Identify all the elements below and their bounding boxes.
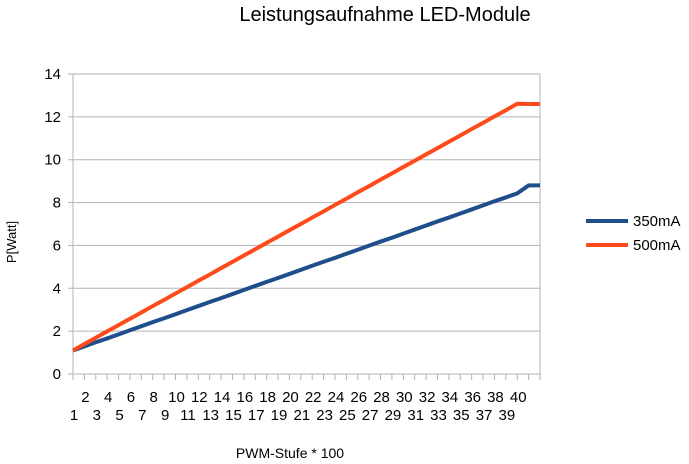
x-axis-label: PWM-Stufe * 100 <box>235 445 345 461</box>
x-tick-label: 32 <box>419 389 436 406</box>
x-tick-label: 2 <box>81 389 89 406</box>
x-tick-label: 20 <box>282 389 299 406</box>
gridlines <box>72 73 541 375</box>
legend-label-500mA: 500mA <box>633 237 681 254</box>
x-tick-label: 23 <box>316 407 333 424</box>
chart-title: Leistungsaufnahme LED-Module <box>239 4 531 26</box>
y-tick-label: 0 <box>53 366 61 383</box>
x-tick-label: 31 <box>407 407 424 424</box>
x-tick-label: 25 <box>339 407 356 424</box>
series-line-350mA <box>72 183 540 353</box>
x-tick-label: 40 <box>510 389 527 406</box>
y-tick-label: 10 <box>44 152 61 169</box>
series-line-500mA <box>72 101 540 353</box>
x-tick-label: 39 <box>498 407 515 424</box>
x-tick-label: 28 <box>373 389 390 406</box>
x-tick-label: 4 <box>104 389 112 406</box>
x-tick-label: 8 <box>150 389 158 406</box>
x-tick-label: 17 <box>248 407 265 424</box>
x-tick-label: 11 <box>180 407 196 424</box>
x-tick-label: 24 <box>328 389 345 406</box>
x-tick-label: 29 <box>385 407 402 424</box>
x-tick-label: 13 <box>202 407 219 424</box>
x-tick-label: 22 <box>305 389 322 406</box>
legend-label-350mA: 350mA <box>633 213 681 230</box>
y-tick-label: 4 <box>53 280 61 297</box>
x-tick-label: 7 <box>138 407 146 424</box>
x-tick-label: 21 <box>293 407 310 424</box>
x-tick-label: 10 <box>168 389 185 406</box>
legend: 350mA 500mA <box>586 213 681 254</box>
y-tick-label: 14 <box>44 66 61 83</box>
x-tick-label: 3 <box>93 407 101 424</box>
x-tick-label: 5 <box>115 407 123 424</box>
x-tick-label: 36 <box>464 389 481 406</box>
y-tick-label: 12 <box>44 109 61 126</box>
y-tick-label: 6 <box>53 237 61 254</box>
y-axis-label: P[Watt] <box>4 220 19 264</box>
axes: 0246810121412345678910111213141516171819… <box>44 66 541 424</box>
series-lines <box>72 101 540 353</box>
y-tick-label: 2 <box>53 323 61 340</box>
x-tick-label: 15 <box>225 407 242 424</box>
x-tick-label: 38 <box>487 389 504 406</box>
x-tick-label: 1 <box>70 407 78 424</box>
x-tick-label: 26 <box>350 389 367 406</box>
x-tick-label: 16 <box>237 389 254 406</box>
x-tick-label: 27 <box>362 407 379 424</box>
x-tick-label: 9 <box>161 407 169 424</box>
x-tick-label: 34 <box>442 389 459 406</box>
x-tick-label: 35 <box>453 407 470 424</box>
x-tick-label: 37 <box>476 407 493 424</box>
y-tick-label: 8 <box>53 195 61 212</box>
x-tick-label: 14 <box>214 389 231 406</box>
x-tick-label: 12 <box>191 389 208 406</box>
x-tick-label: 19 <box>271 407 288 424</box>
x-tick-label: 18 <box>259 389 276 406</box>
x-tick-label: 30 <box>396 389 413 406</box>
x-tick-label: 33 <box>430 407 447 424</box>
x-tick-label: 6 <box>127 389 135 406</box>
